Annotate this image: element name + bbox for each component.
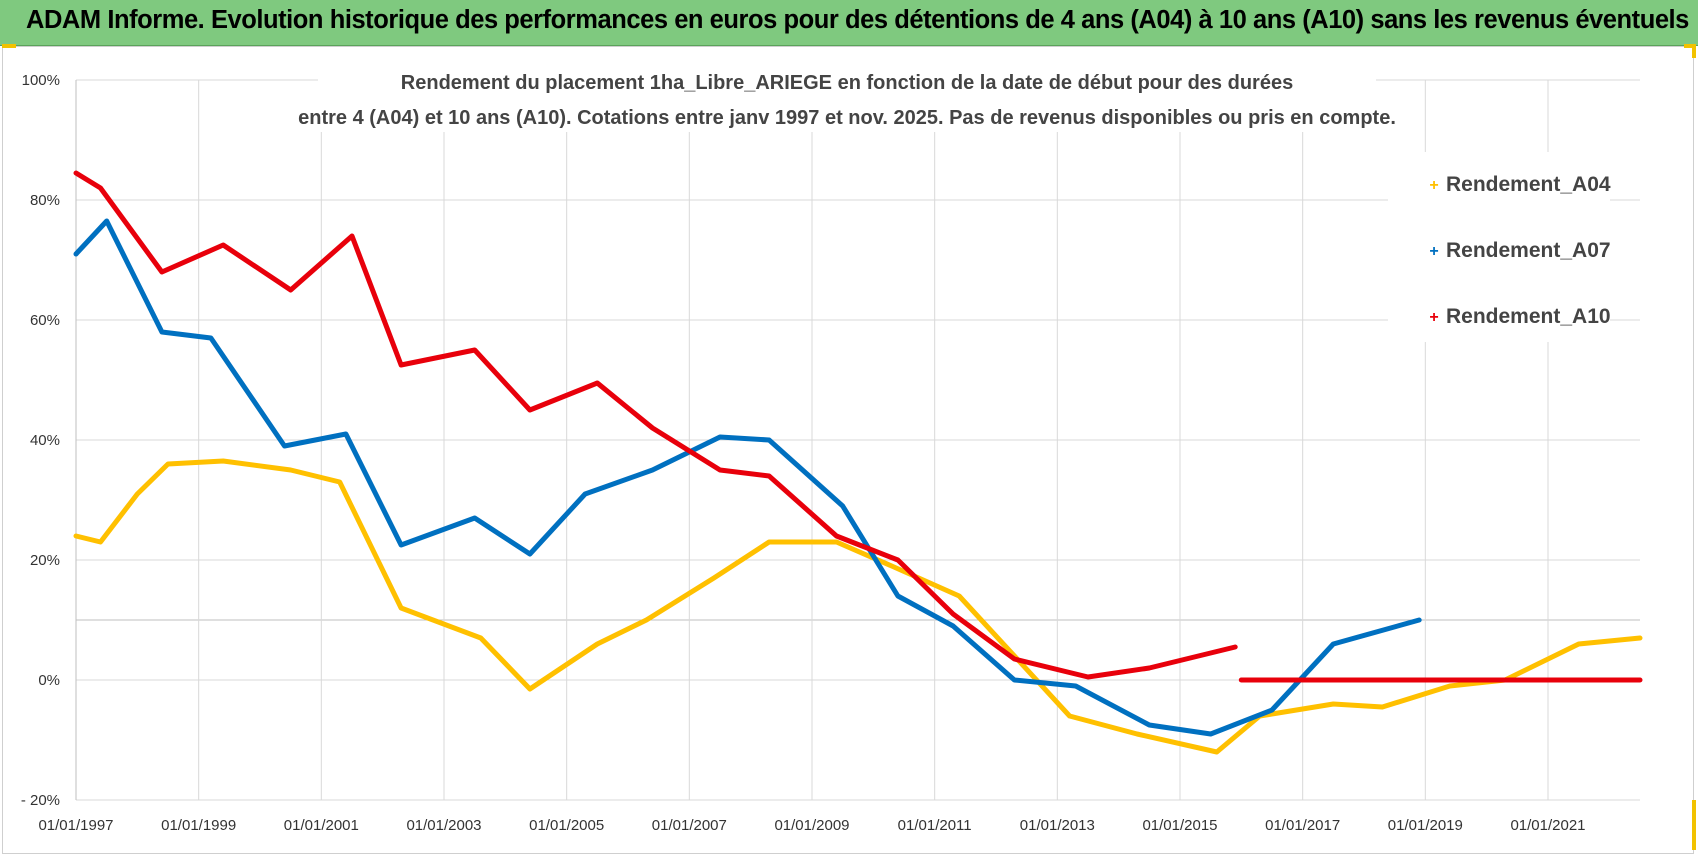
chart-frame bbox=[2, 46, 1694, 854]
legend-label-A07: Rendement_A07 bbox=[1446, 239, 1611, 262]
legend: + Rendement_A04 + Rendement_A07 + Rendem… bbox=[1388, 152, 1611, 342]
x-tick-label: 01/01/2019 bbox=[1388, 817, 1463, 834]
chart-title-line-2: entre 4 (A04) et 10 ans (A10). Cotations… bbox=[298, 107, 1396, 129]
corner-mark-top-left bbox=[2, 44, 16, 48]
x-tick-label: 01/01/2021 bbox=[1510, 817, 1585, 834]
corner-mark-right-bottom bbox=[1692, 800, 1696, 850]
y-tick-label: 100% bbox=[22, 72, 60, 89]
legend-label-A04: Rendement_A04 bbox=[1446, 173, 1611, 196]
x-axis-ticks: 01/01/1997 01/01/1999 01/01/2001 01/01/2003… bbox=[38, 817, 1585, 834]
y-tick-label: 0% bbox=[38, 672, 60, 689]
y-tick-label: 20% bbox=[30, 552, 60, 569]
header-banner: ADAM Informe. Evolution historique des p… bbox=[0, 0, 1698, 46]
series-line-A07 bbox=[73, 218, 1422, 737]
y-axis-ticks: - 20% 0% 20% 40% 60% 80% 100% bbox=[21, 72, 60, 809]
x-tick-label: 01/01/2015 bbox=[1142, 817, 1217, 834]
x-tick-label: 01/01/1999 bbox=[161, 817, 236, 834]
x-tick-label: 01/01/2003 bbox=[406, 817, 481, 834]
banner-title: ADAM Informe. Evolution historique des p… bbox=[26, 6, 1689, 34]
legend-marker-A10: + bbox=[1429, 309, 1438, 326]
x-tick-label: 01/01/2001 bbox=[284, 817, 359, 834]
chart-title-background bbox=[318, 66, 1376, 132]
x-tick-label: 01/01/2009 bbox=[774, 817, 849, 834]
y-tick-label: 40% bbox=[30, 432, 60, 449]
series-line-A10 bbox=[73, 170, 1238, 680]
legend-marker-A07: + bbox=[1429, 243, 1438, 260]
chart-title-line-1: Rendement du placement 1ha_Libre_ARIEGE … bbox=[401, 72, 1293, 94]
y-tick-label: - 20% bbox=[21, 792, 60, 809]
x-tick-label: 01/01/1997 bbox=[38, 817, 113, 834]
legend-marker-A04: + bbox=[1429, 177, 1438, 194]
series-line-A04 bbox=[73, 458, 1643, 755]
y-tick-label: 60% bbox=[30, 312, 60, 329]
x-tick-label: 01/01/2013 bbox=[1020, 817, 1095, 834]
x-tick-label: 01/01/2005 bbox=[529, 817, 604, 834]
y-tick-label: 80% bbox=[30, 192, 60, 209]
series-lines bbox=[73, 170, 1643, 755]
corner-mark-right-top bbox=[1692, 44, 1696, 58]
corner-mark-top-right bbox=[1684, 44, 1696, 48]
x-tick-label: 01/01/2007 bbox=[652, 817, 727, 834]
legend-label-A10: Rendement_A10 bbox=[1446, 305, 1611, 328]
x-tick-label: 01/01/2011 bbox=[898, 817, 972, 834]
x-tick-label: 01/01/2017 bbox=[1265, 817, 1340, 834]
